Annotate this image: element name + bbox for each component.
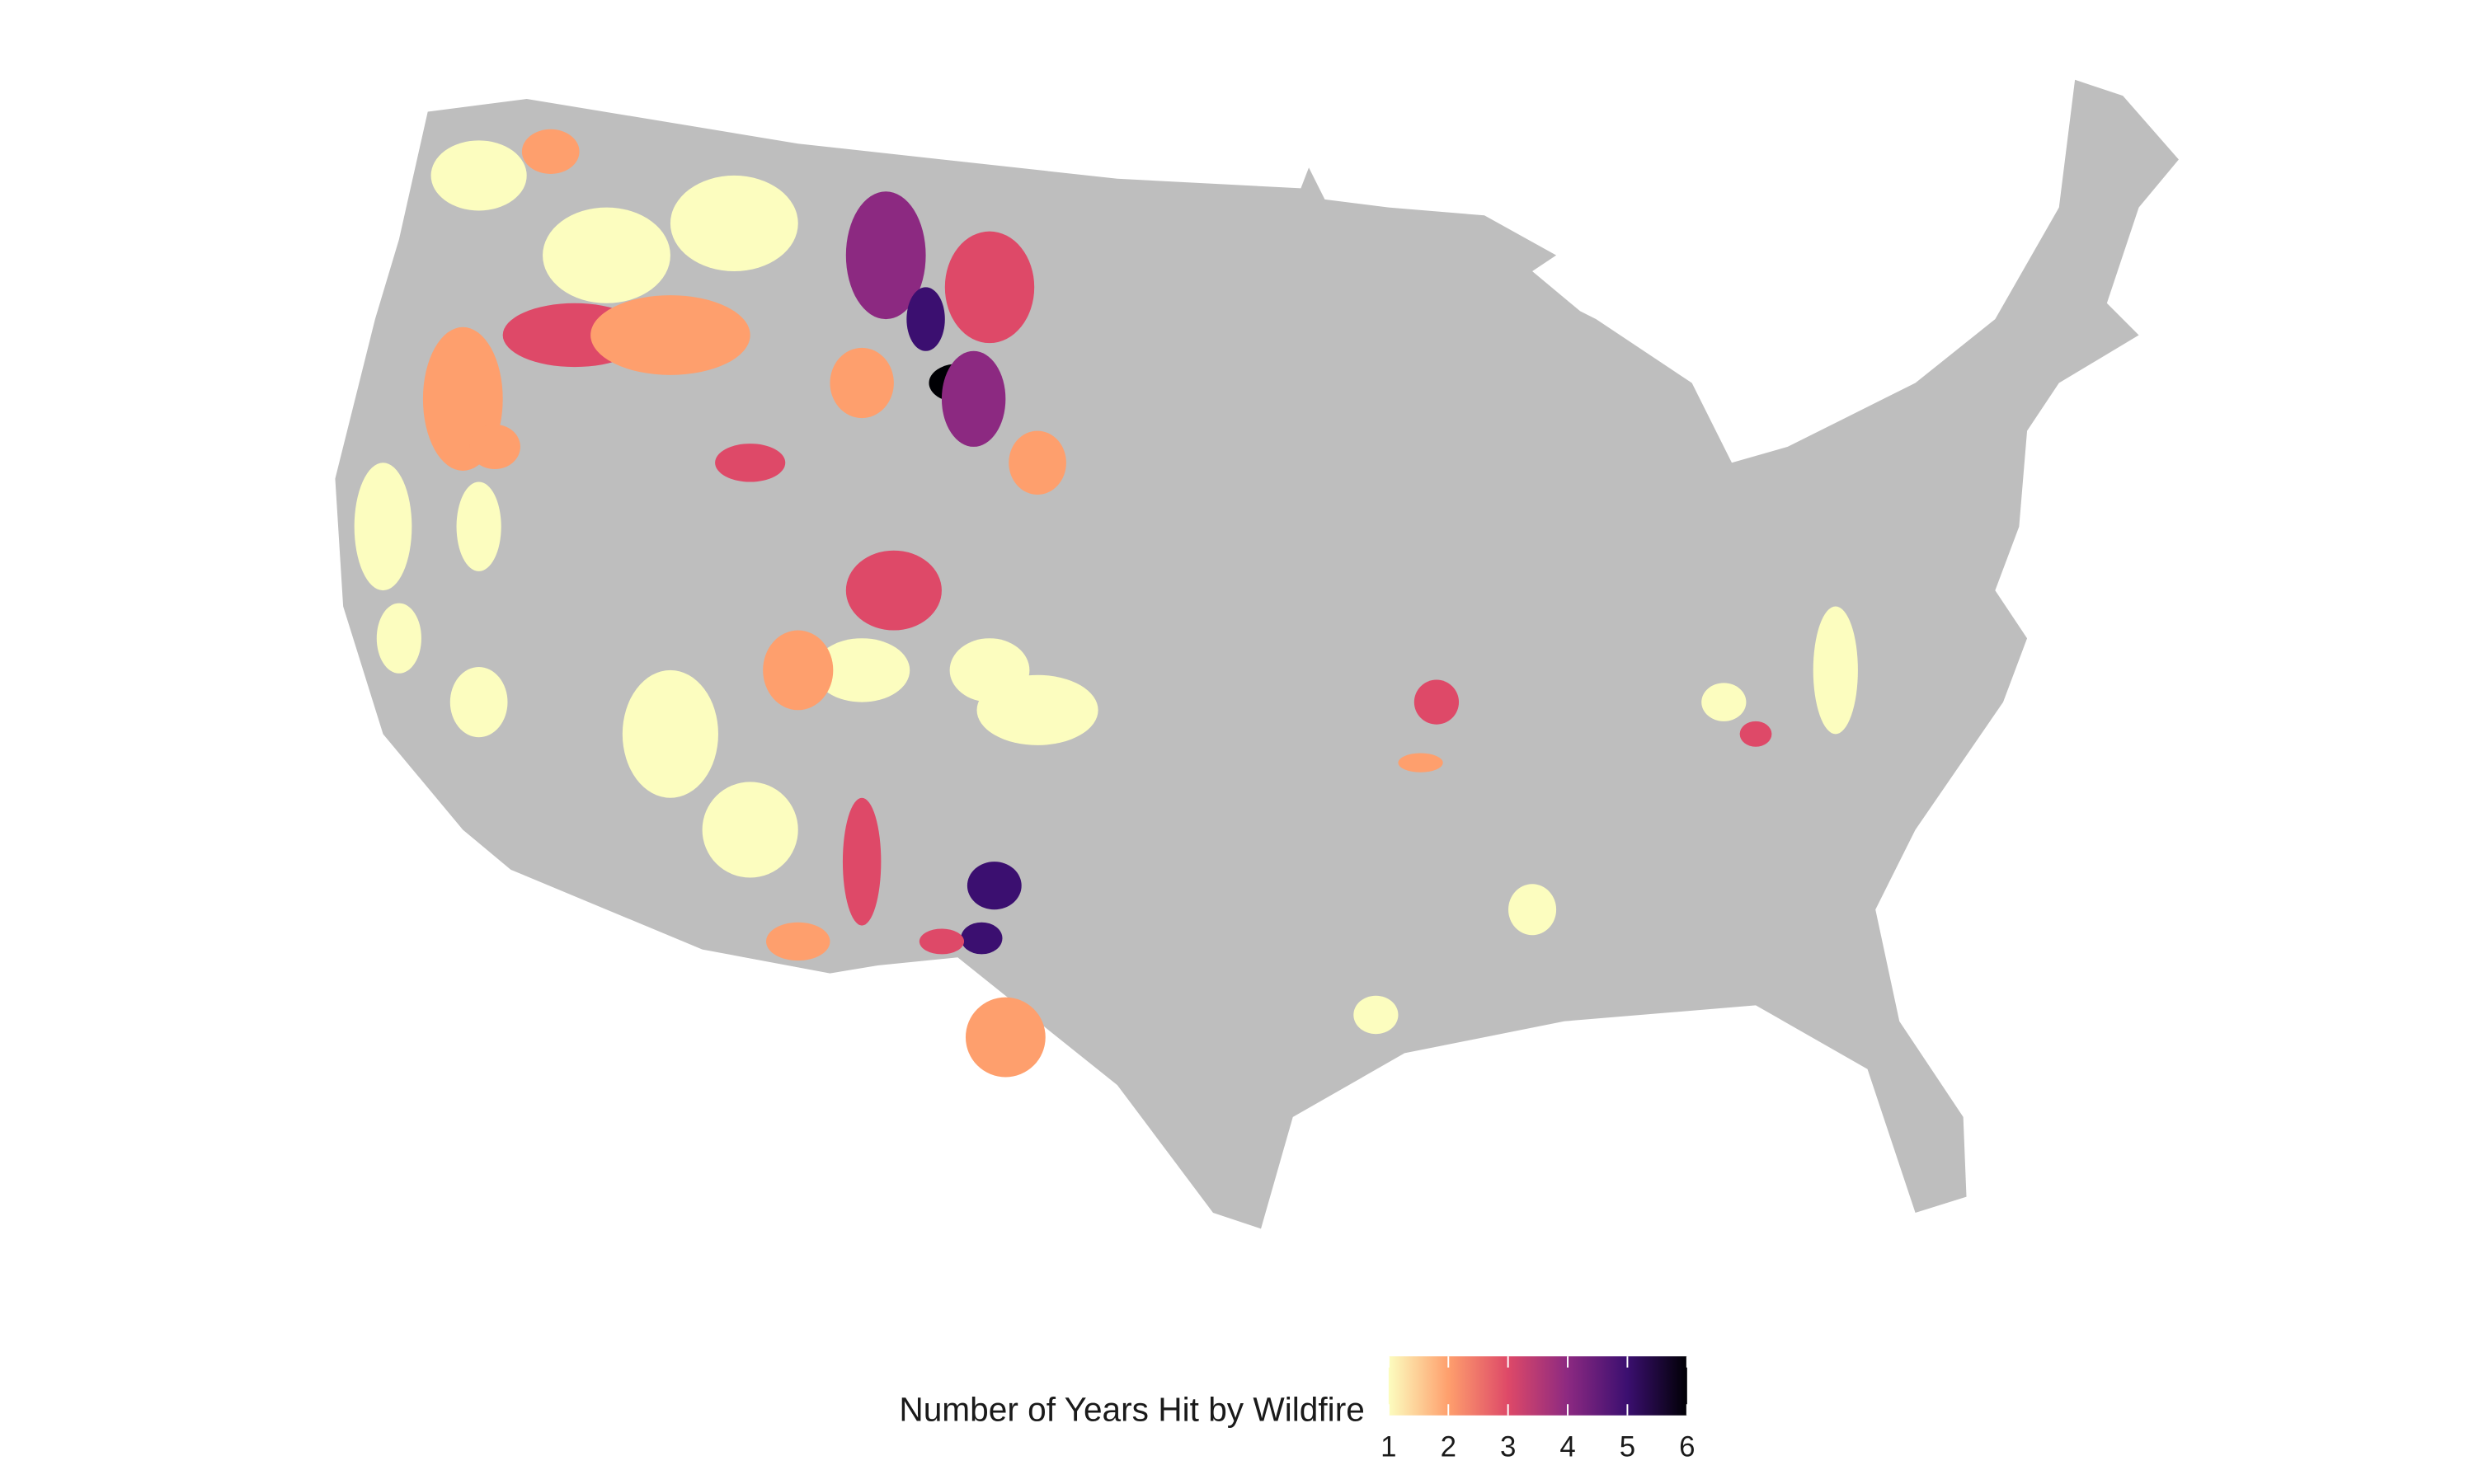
- wildfire-region: [1739, 721, 1772, 747]
- wildfire-region: [961, 922, 1003, 955]
- wildfire-region: [521, 129, 580, 174]
- wildfire-region: [622, 669, 718, 798]
- wildfire-region: [1701, 683, 1747, 721]
- colorbar: [1388, 1356, 1687, 1416]
- wildfire-region: [590, 295, 750, 375]
- wildfire-region: [965, 997, 1046, 1078]
- wildfire-region: [469, 424, 520, 470]
- wildfire-region: [354, 463, 412, 591]
- wildfire-regions: [354, 129, 1858, 1078]
- colorbar-tick-label: 2: [1441, 1431, 1456, 1463]
- wildfire-region: [814, 638, 910, 702]
- wildfire-region: [702, 782, 798, 878]
- wildfire-region: [1009, 430, 1066, 495]
- colorbar-tick-label: 5: [1620, 1431, 1635, 1463]
- wildfire-region: [766, 922, 830, 961]
- wildfire-region: [763, 630, 834, 711]
- wildfire-region: [967, 862, 1022, 910]
- legend-title: Number of Years Hit by Wildfire: [899, 1391, 1364, 1429]
- wildfire-region: [1353, 995, 1399, 1035]
- wildfire-region: [845, 191, 926, 320]
- wildfire-region: [543, 207, 670, 303]
- wildfire-region: [842, 797, 882, 926]
- wildfire-region: [376, 603, 421, 674]
- colorbar-ticks: 1 2 3 4 5 6: [1380, 1356, 1695, 1463]
- wildfire-region: [919, 928, 965, 955]
- wildfire-region: [830, 347, 894, 419]
- wildfire-region: [430, 140, 527, 211]
- wildfire-region: [1813, 606, 1858, 735]
- wildfire-region: [670, 175, 798, 272]
- wildfire-region: [906, 287, 945, 351]
- wildfire-region: [941, 350, 1006, 447]
- colorbar-tick-label: 6: [1679, 1431, 1695, 1463]
- wildfire-region: [845, 550, 942, 631]
- wildfire-region: [456, 481, 501, 571]
- colorbar-tick-label: 1: [1380, 1431, 1396, 1463]
- wildfire-region: [1398, 753, 1443, 773]
- wildfire-region: [1508, 884, 1557, 936]
- wildfire-region: [944, 231, 1035, 344]
- colorbar-tick-label: 4: [1559, 1431, 1575, 1463]
- wildfire-region: [715, 444, 786, 482]
- wildfire-region: [949, 638, 1030, 702]
- colorbar-tick-label: 3: [1500, 1431, 1516, 1463]
- wildfire-region: [449, 667, 508, 738]
- wildfire-region: [1413, 679, 1460, 725]
